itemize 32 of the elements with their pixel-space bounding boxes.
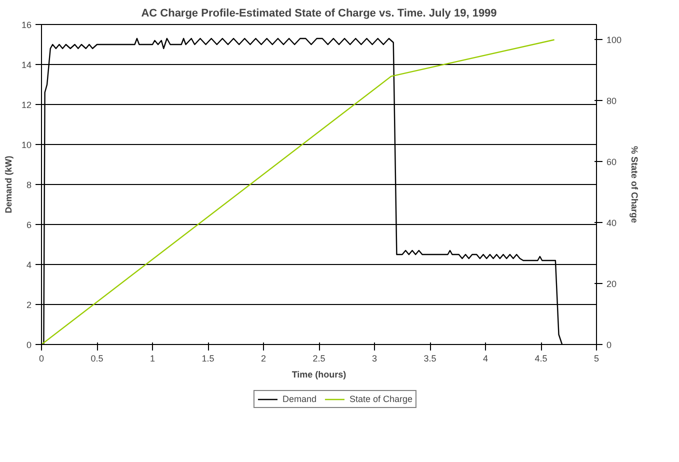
chart-title: AC Charge Profile-Estimated State of Charge vs. Time. July 19, 1999	[141, 8, 497, 20]
x-tick-label: 0	[38, 354, 44, 364]
y2-tick-label: 20	[606, 279, 617, 290]
y2-tick-label: 0	[606, 340, 612, 350]
y2-tick-label: 80	[606, 96, 617, 106]
y-tick-label: 16	[21, 20, 32, 30]
x-tick-label: 1	[150, 354, 156, 364]
y-tick-label: 8	[26, 180, 32, 190]
x-tick-label: 0.5	[90, 354, 104, 364]
y2-tick-label: 60	[606, 157, 617, 168]
y-tick-label: 10	[21, 140, 32, 150]
y-tick-label: 4	[26, 260, 32, 270]
y-tick-label: 12	[21, 100, 32, 110]
legend-label: State of Charge	[349, 394, 413, 404]
y-axis-title: Demand (kW)	[3, 156, 14, 214]
x-tick-label: 4.5	[534, 354, 548, 364]
x-tick-label: 2.5	[312, 354, 326, 364]
x-tick-label: 3.5	[424, 354, 436, 364]
y2-tick-label: 100	[606, 35, 622, 46]
x-axis-title: Time (hours)	[292, 370, 346, 380]
x-tick-label: 4	[482, 354, 488, 364]
y2-axis-title: % State of Charge	[630, 146, 640, 224]
y-tick-label: 0	[26, 340, 32, 350]
x-tick-label: 3	[372, 354, 378, 364]
legend-label: Demand	[282, 394, 316, 404]
y-tick-label: 6	[26, 220, 32, 230]
y-tick-label: 2	[26, 300, 32, 310]
x-tick-label: 2	[260, 354, 266, 364]
x-tick-label: 5	[594, 354, 600, 364]
y2-tick-label: 40	[606, 218, 617, 228]
x-tick-label: 1.5	[202, 354, 214, 364]
y-tick-label: 14	[21, 60, 32, 70]
